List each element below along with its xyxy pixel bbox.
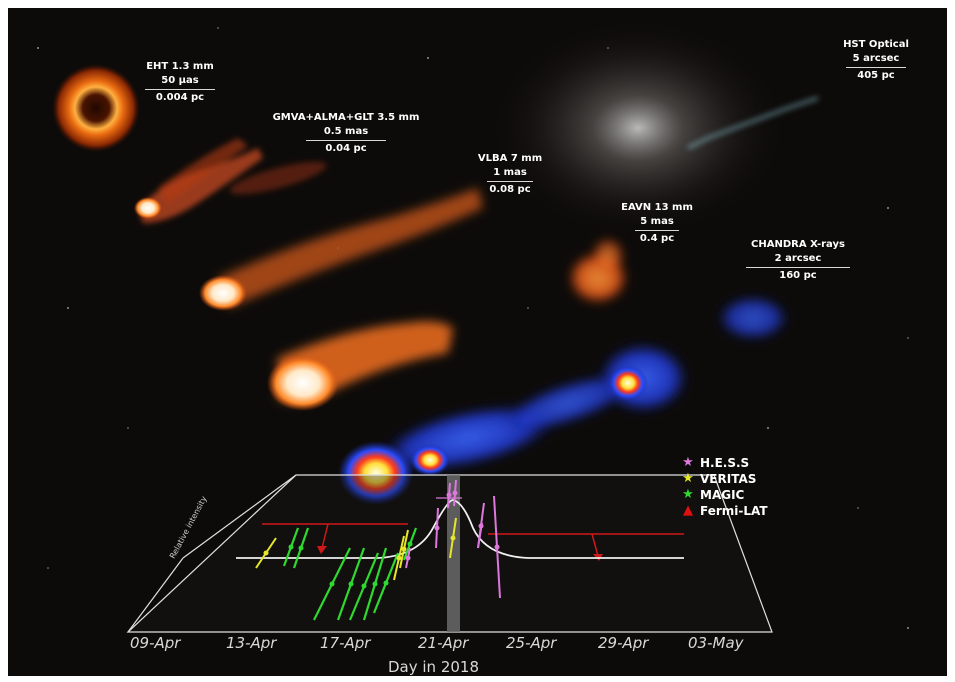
legend-label-fermi: Fermi-LAT [700,504,768,518]
x-tick-label: 17-Apr [320,634,371,652]
xray-knot-hst1 [410,444,450,476]
chandra-scale-label: CHANDRA X-rays 2 arcsec 160 pc [746,238,850,283]
chandra-angular: 2 arcsec [774,253,822,264]
legend-item-hess: ★ H.E.S.S [681,455,768,471]
vlba-core [199,275,247,311]
gmva-scale-bar [306,140,386,141]
legend-item-fermi: ▲ Fermi-LAT [681,503,768,519]
eavn-core [267,355,339,411]
eavn-knot [568,238,628,304]
eavn-name: EAVN 13 mm [621,202,693,213]
eavn-scale-bar [635,230,679,231]
light-curve-panel [126,474,773,633]
gmva-scale-label: GMVA+ALMA+GLT 3.5 mm 0.5 mas 0.04 pc [270,111,422,156]
legend-item-magic: ★ MAGIC [681,487,768,503]
legend-label-hess: H.E.S.S [700,456,750,470]
x-tick-label: 09-Apr [130,634,181,652]
hst-scale-label: HST Optical 5 arcsec 405 pc [836,38,916,83]
vlba-physical: 0.08 pc [489,184,531,195]
x-tick-label: 25-Apr [506,634,557,652]
gmva-physical: 0.04 pc [325,143,367,154]
eht-ring-image [52,64,140,152]
chandra-name: CHANDRA X-rays [751,239,845,250]
star-icon: ★ [682,487,694,502]
gmva-core [134,197,162,219]
x-axis-label: Day in 2018 [388,658,480,676]
gmva-angular: 0.5 mas [323,126,369,137]
gmva-jet [138,138,327,223]
star-icon: ★ [682,455,694,470]
chandra-physical: 160 pc [779,270,817,281]
legend-item-veritas: ★ VERITAS [681,471,768,487]
vlba-scale-label: VLBA 7 mm 1 mas 0.08 pc [475,152,545,197]
legend-label-magic: MAGIC [700,488,745,502]
star-icon: ★ [682,471,694,486]
optical-jet [687,96,819,150]
eht-scale-bar [145,89,215,90]
legend-label-veritas: VERITAS [700,472,757,486]
eavn-angular: 5 mas [640,216,674,227]
chandra-scale-bar [746,267,850,268]
gmva-name: GMVA+ALMA+GLT 3.5 mm [272,112,420,123]
vlba-name: VLBA 7 mm [477,153,543,164]
eht-scale-label: EHT 1.3 mm 50 μas 0.004 pc [145,60,215,105]
vlba-angular: 1 mas [493,167,527,178]
hst-physical: 405 pc [857,70,895,81]
x-tick-label: 21-Apr [418,634,469,652]
x-tick-label: 29-Apr [598,634,649,652]
eavn-scale-label: EAVN 13 mm 5 mas 0.4 pc [617,201,697,246]
eht-name: EHT 1.3 mm [146,61,214,72]
hst-angular: 5 arcsec [852,53,900,64]
vlba-scale-bar [487,181,533,182]
x-tick-label: 13-Apr [226,634,277,652]
triangle-icon: ▲ [683,503,693,518]
vlba-jet [218,188,483,308]
artwork [37,18,909,633]
hst-name: HST Optical [843,39,909,50]
xray-core [338,441,414,505]
xray-knot-a [608,365,648,401]
eavn-physical: 0.4 pc [639,233,675,244]
eht-physical: 0.004 pc [155,92,205,103]
composite-figure: EHT 1.3 mm 50 μas 0.004 pc GMVA+ALMA+GLT… [8,8,947,676]
starfield [37,27,909,629]
legend: ★ H.E.S.S ★ VERITAS ★ MAGIC ▲ Fermi-LAT [681,455,768,519]
hst-scale-bar [846,67,906,68]
eht-angular: 50 μas [161,75,199,86]
galaxy-glow [488,18,788,238]
x-tick-label: 03-May [688,634,744,652]
